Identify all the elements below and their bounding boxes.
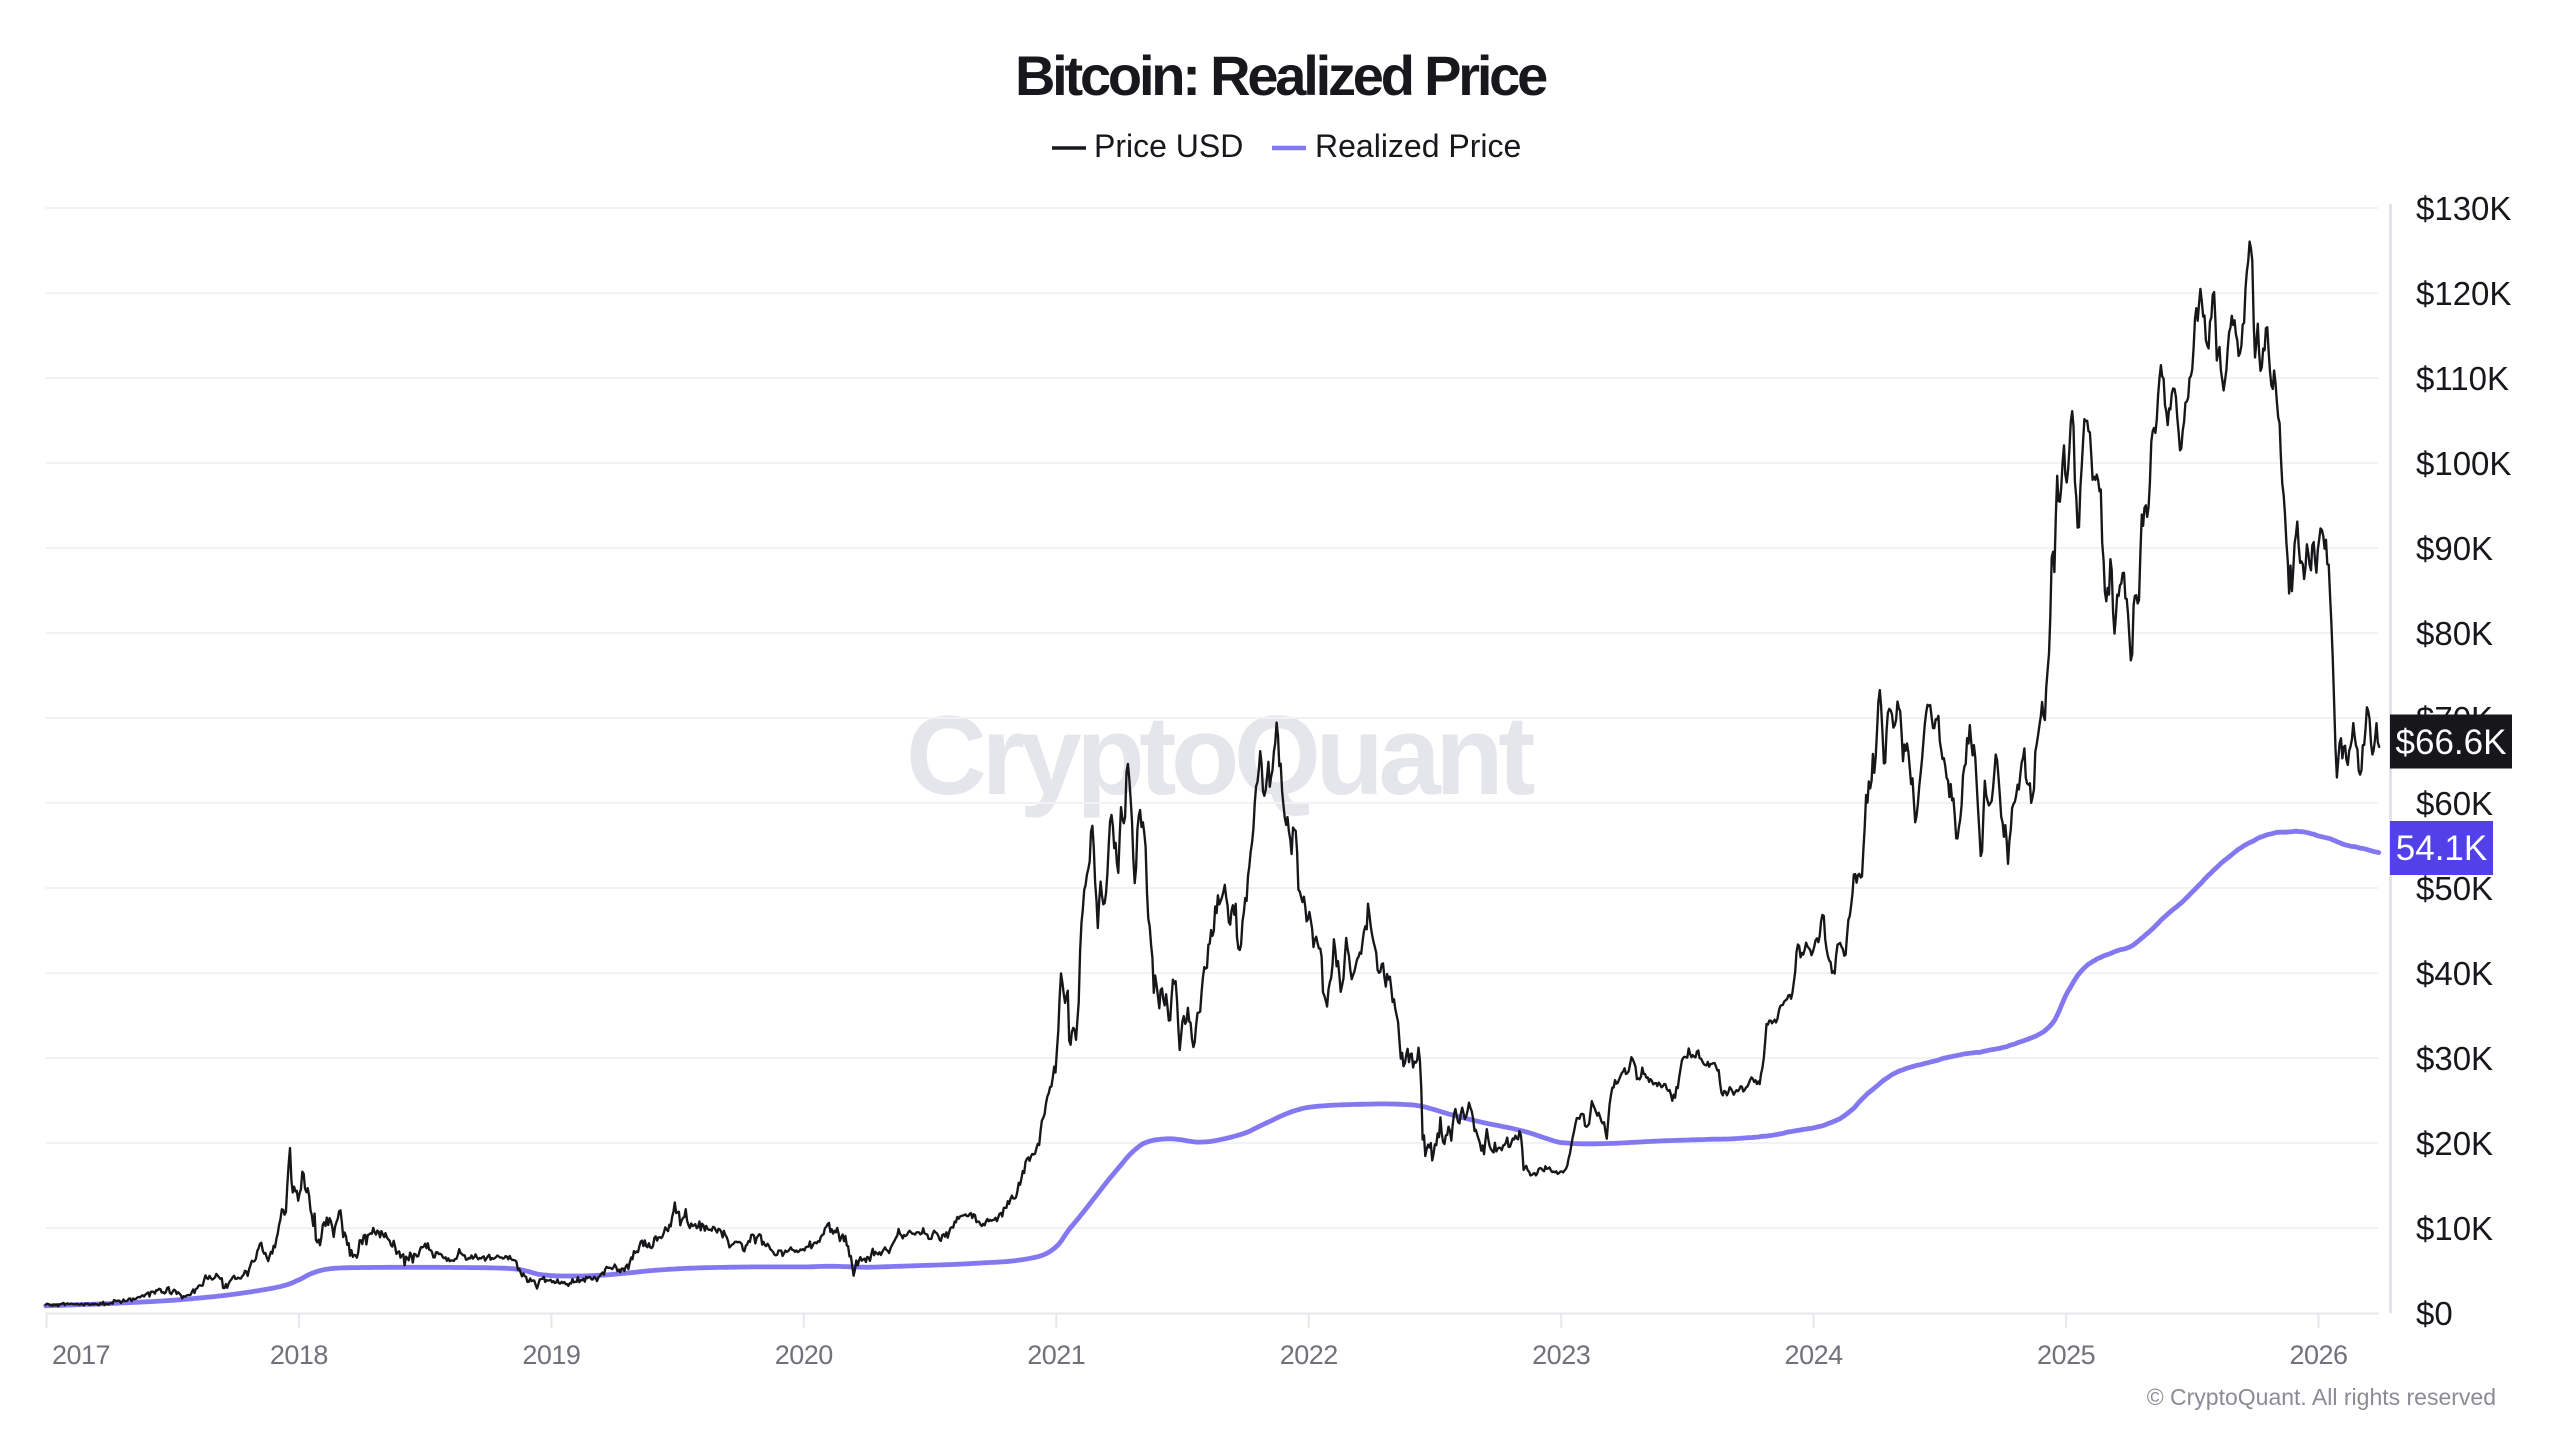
svg-text:$100K: $100K — [2416, 445, 2511, 482]
svg-text:2023: 2023 — [1532, 1340, 1590, 1370]
svg-text:2022: 2022 — [1280, 1340, 1338, 1370]
svg-text:$120K: $120K — [2416, 275, 2511, 312]
svg-text:2019: 2019 — [522, 1340, 580, 1370]
svg-text:$0: $0 — [2416, 1295, 2453, 1332]
svg-text:54.1K: 54.1K — [2396, 829, 2487, 868]
svg-text:$90K: $90K — [2416, 530, 2493, 567]
svg-text:Realized Price: Realized Price — [1315, 128, 1521, 164]
svg-text:2017: 2017 — [52, 1340, 110, 1370]
svg-text:$20K: $20K — [2416, 1125, 2493, 1162]
svg-text:$80K: $80K — [2416, 615, 2493, 652]
svg-text:CryptoQuant: CryptoQuant — [906, 693, 1534, 818]
svg-text:2024: 2024 — [1785, 1340, 1844, 1370]
svg-text:© CryptoQuant. All rights rese: © CryptoQuant. All rights reserved — [2147, 1384, 2496, 1410]
svg-text:$66.6K: $66.6K — [2396, 723, 2507, 762]
svg-text:$60K: $60K — [2416, 785, 2493, 822]
svg-text:$30K: $30K — [2416, 1040, 2493, 1077]
svg-text:$40K: $40K — [2416, 955, 2493, 992]
svg-text:$10K: $10K — [2416, 1210, 2493, 1247]
svg-text:2021: 2021 — [1027, 1340, 1085, 1370]
svg-text:Bitcoin: Realized Price: Bitcoin: Realized Price — [1015, 44, 1547, 107]
svg-text:$130K: $130K — [2416, 190, 2511, 227]
svg-text:Price USD: Price USD — [1094, 128, 1243, 164]
svg-text:$110K: $110K — [2416, 360, 2509, 397]
svg-text:2025: 2025 — [2037, 1340, 2095, 1370]
svg-text:$50K: $50K — [2416, 870, 2493, 907]
svg-text:2026: 2026 — [2289, 1340, 2347, 1370]
svg-text:2018: 2018 — [270, 1340, 328, 1370]
svg-text:2020: 2020 — [775, 1340, 833, 1370]
